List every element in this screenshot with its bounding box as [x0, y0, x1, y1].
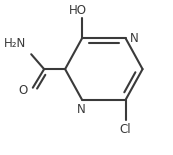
Text: O: O [18, 84, 27, 97]
Text: HO: HO [69, 4, 87, 17]
Text: N: N [77, 104, 86, 116]
Text: Cl: Cl [120, 123, 131, 136]
Text: H₂N: H₂N [4, 37, 26, 50]
Text: N: N [130, 32, 138, 45]
